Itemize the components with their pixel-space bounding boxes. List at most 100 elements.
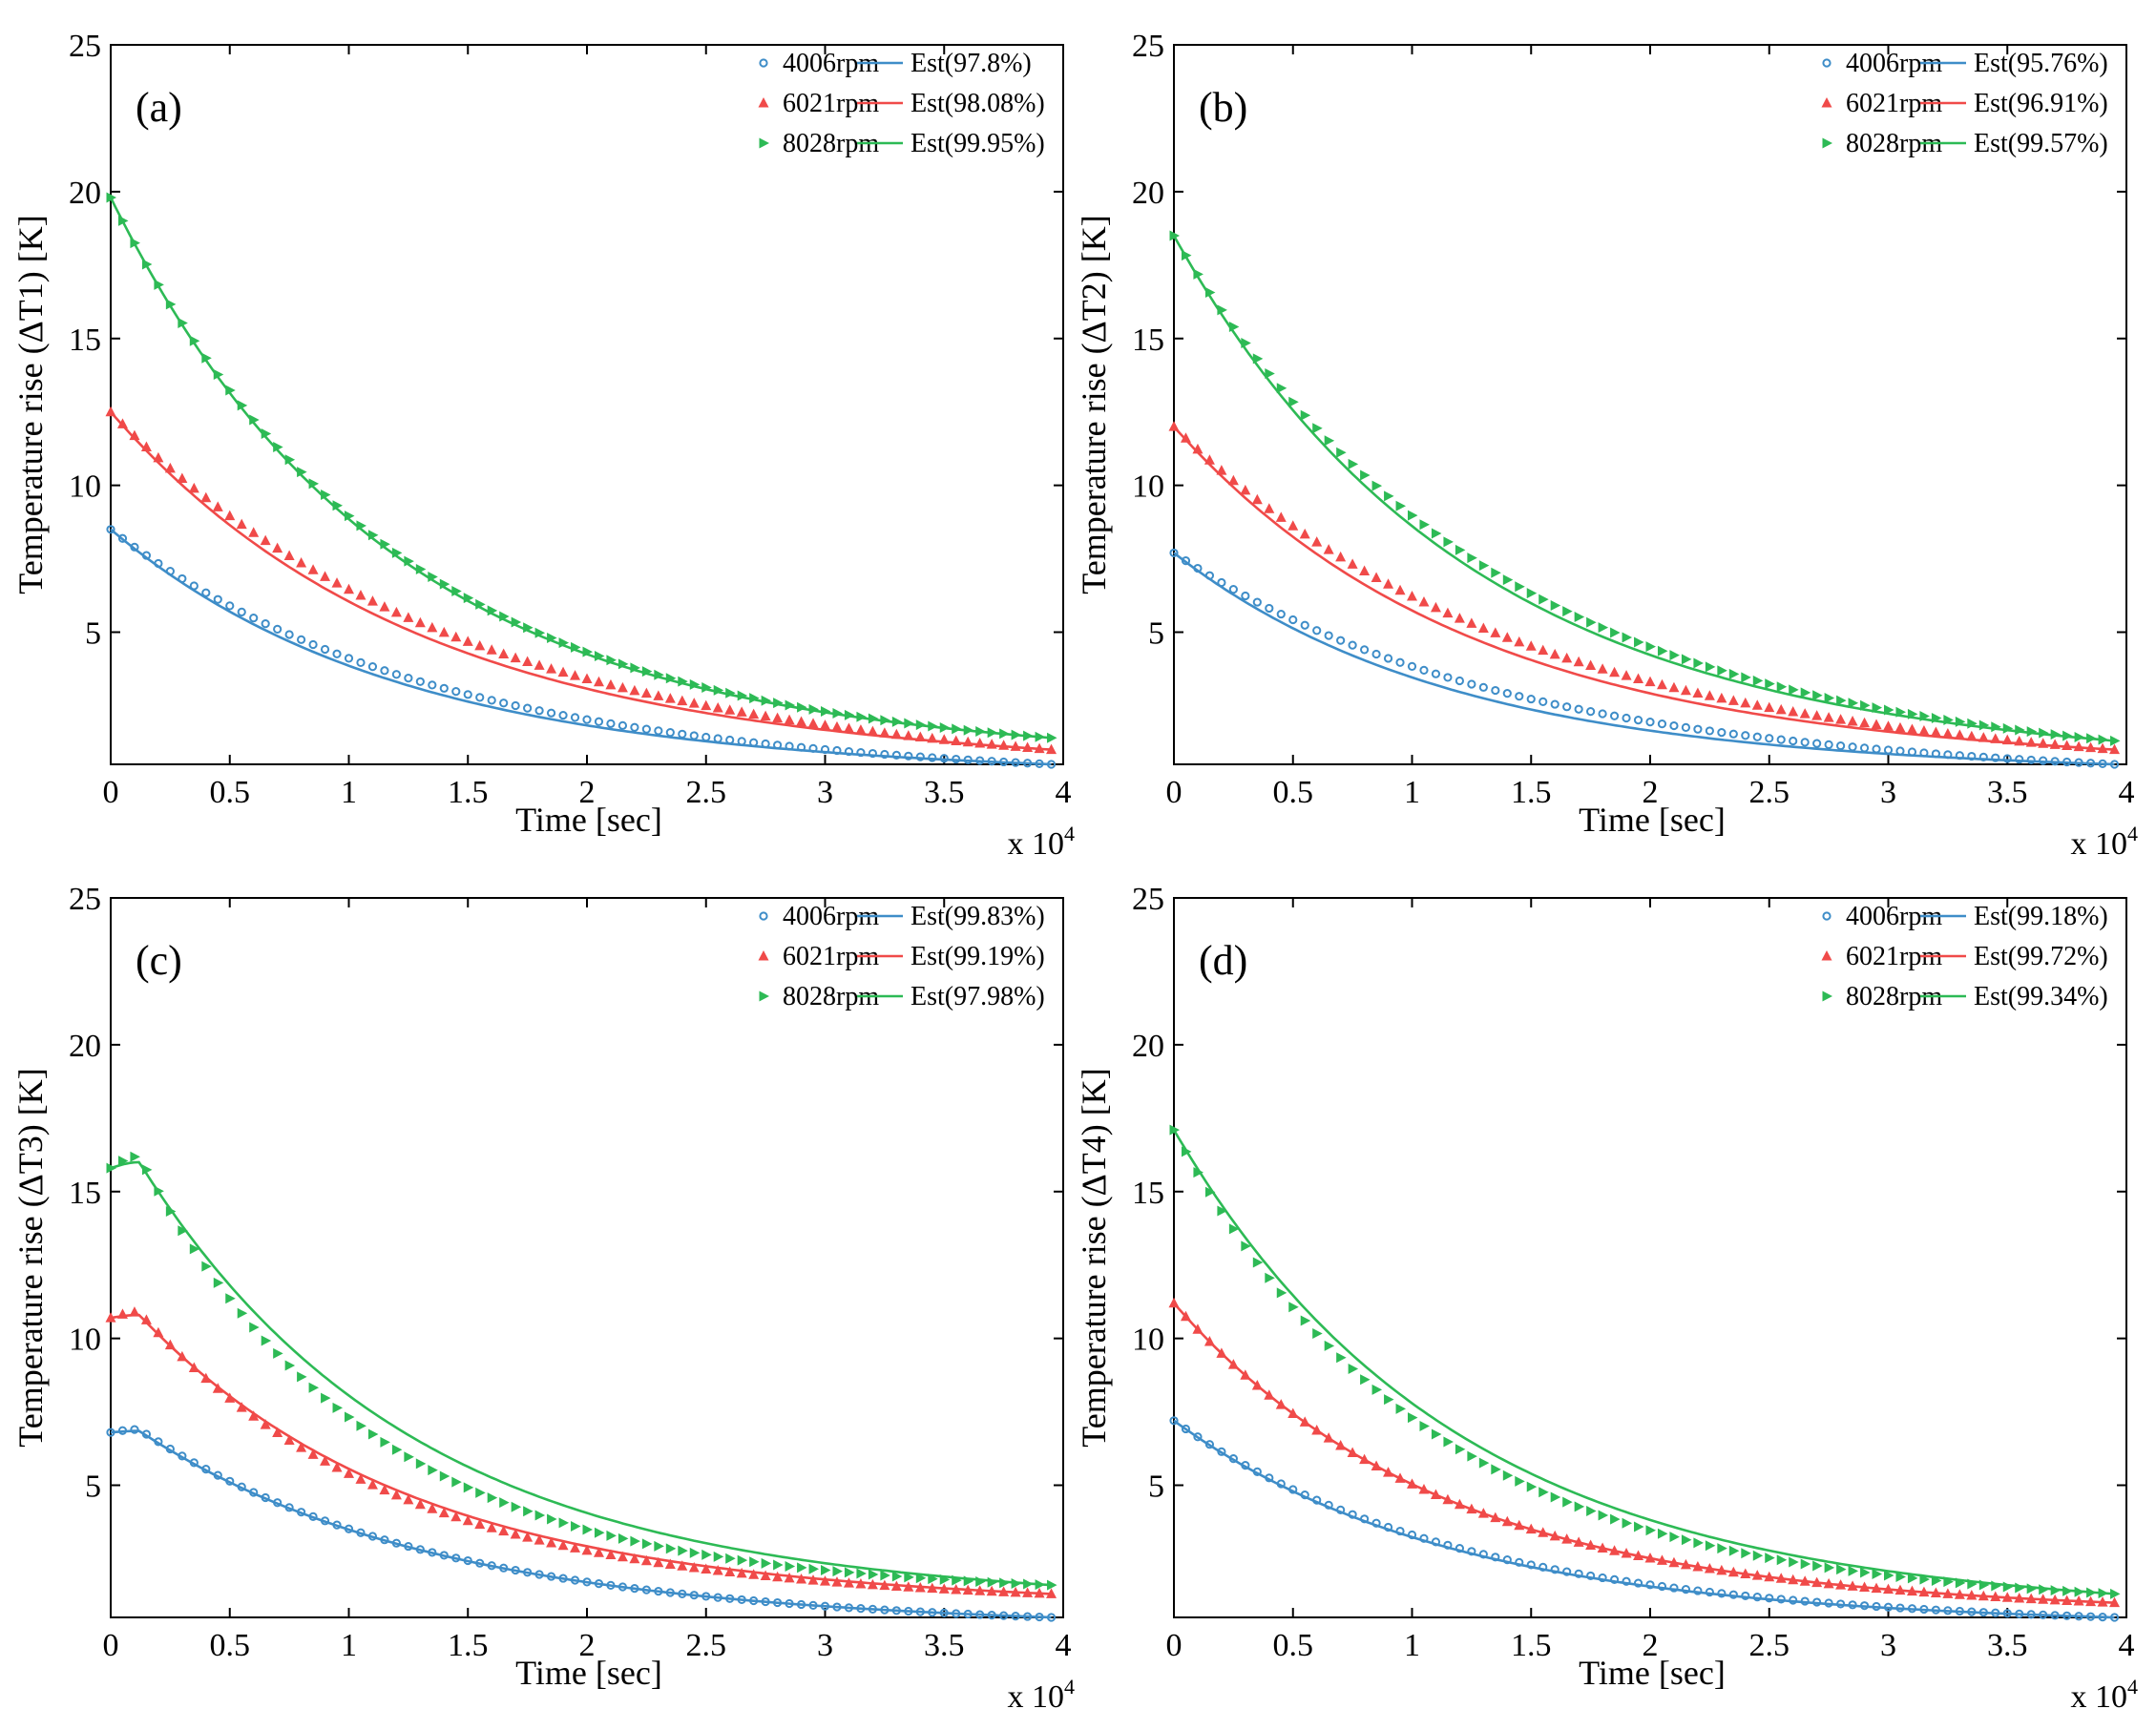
data-point-4006rpm [1455,676,1465,686]
data-point-8028rpm [189,335,200,346]
data-point-6021rpm [105,406,116,417]
data-point-8028rpm [165,299,177,310]
data-point-8028rpm [665,673,677,684]
data-point-6021rpm [1383,578,1394,589]
data-point-4006rpm [273,1498,283,1508]
data-point-4006rpm [1800,1596,1810,1606]
x-axis-multiplier-base: x 10 [2071,826,2128,862]
data-point-4006rpm [487,1561,496,1571]
data-point-8028rpm [630,662,640,674]
data-point-4006rpm [1693,724,1703,734]
data-point-6021rpm [2097,1596,2108,1607]
data-point-4006rpm [391,670,401,679]
data-point-6021rpm [1549,1530,1560,1541]
data-point-4006rpm [2085,759,2096,768]
data-point-4006rpm [1022,1612,1033,1621]
data-point-8028rpm [1384,490,1394,502]
data-point-6021rpm [366,1479,378,1490]
data-point-8028rpm [1467,552,1477,564]
data-point-4006rpm [1609,1574,1620,1585]
data-point-4006rpm [380,1535,389,1545]
data-point-6021rpm [510,652,521,663]
data-point-4006rpm [391,1538,401,1548]
data-point-8028rpm [1728,1545,1740,1556]
data-point-4006rpm [594,717,604,726]
data-point-8028rpm [737,1554,748,1566]
data-point-6021rpm [760,710,771,721]
data-point-8028rpm [1300,409,1311,421]
data-point-8028rpm [1023,1578,1034,1590]
data-point-6021rpm [867,725,878,737]
data-point-4006rpm [367,1532,378,1541]
data-point-6021rpm [867,1578,878,1590]
data-point-4006rpm [749,1595,759,1606]
data-point-8028rpm [1550,600,1561,612]
data-point-4006rpm [1193,1432,1203,1442]
data-point-8028rpm [1455,544,1466,555]
data-point-8028rpm [1011,729,1022,740]
data-point-8028rpm [880,715,890,726]
data-point-6021rpm [557,666,569,677]
data-point-4006rpm [1035,759,1044,768]
data-point-8028rpm [2074,731,2085,742]
data-point-6021rpm [390,1489,402,1500]
y-tick-label: 15 [69,1176,101,1211]
y-tick-label: 25 [69,882,101,917]
data-point-4006rpm [189,1458,199,1468]
data-point-8028rpm [249,1322,260,1333]
data-point-8028rpm [1895,1571,1906,1582]
data-point-4006rpm [356,657,366,667]
data-point-8028rpm [154,279,164,290]
data-point-8028rpm [904,1572,914,1583]
data-point-6021rpm [1633,1550,1644,1561]
data-point-4006rpm [808,1600,818,1610]
data-point-8028rpm [1193,1167,1204,1178]
data-point-6021rpm [1680,1558,1691,1570]
data-point-8028rpm [165,1206,177,1218]
data-point-6021rpm [1859,717,1871,728]
chart-panel-b: 0 0.5 1 1.5 2 2.5 3 3.5 4 5 10 15 20 25 Time [sec] Temp… [1075,29,2138,862]
y-axis-title: Temperature rise (ΔT2) [K] [1075,215,1113,594]
data-point-6021rpm [438,1507,450,1518]
data-point-4006rpm [428,1548,437,1557]
x-axis-title: Time [sec] [1579,801,1726,839]
data-point-4006rpm [1574,704,1583,714]
data-point-4006rpm [380,666,389,676]
data-point-6021rpm [2001,1592,2013,1602]
data-point-6021rpm [474,1518,486,1530]
data-point-4006rpm [1943,750,1953,760]
data-point-8028rpm [2015,724,2025,736]
legend-marker-8028rpm [759,137,769,149]
data-point-6021rpm [1883,1583,1894,1595]
x-axis-multiplier-exponent: 4 [1064,1675,1075,1699]
data-point-4006rpm [939,754,949,763]
x-tick-label: 4 [1056,775,1072,810]
data-point-4006rpm [1241,1461,1250,1470]
data-point-6021rpm [462,1514,473,1526]
data-point-8028rpm [844,709,855,720]
y-tick-label: 5 [1148,616,1164,652]
data-point-4006rpm [1217,577,1226,588]
data-point-8028rpm [868,713,879,724]
data-point-8028rpm [1776,681,1788,693]
data-point-6021rpm [307,564,319,574]
data-point-6021rpm [1894,1584,1906,1595]
data-point-6021rpm [1477,1508,1489,1518]
y-tick-label: 15 [69,323,101,358]
data-point-4006rpm [154,558,163,569]
data-point-4006rpm [1574,1569,1583,1578]
data-point-4006rpm [832,1602,842,1612]
data-point-6021rpm [390,606,402,617]
data-point-6021rpm [593,1547,604,1557]
data-point-6021rpm [748,1569,760,1579]
data-point-6021rpm [1466,617,1477,628]
data-point-6021rpm [986,739,997,749]
panel-label: (d) [1199,937,1247,984]
data-point-4006rpm [237,607,246,616]
data-point-8028rpm [952,1574,962,1586]
legend-est-label-8028rpm: Est(99.95%) [911,129,1045,158]
data-point-4006rpm [2039,756,2048,765]
x-tick-label: 0 [1166,1628,1183,1663]
data-point-4006rpm [1550,699,1559,709]
data-point-8028rpm [201,1261,212,1272]
